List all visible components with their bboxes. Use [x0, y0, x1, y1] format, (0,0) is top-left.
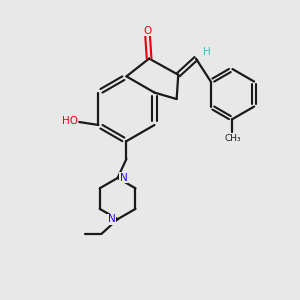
- Text: H: H: [203, 47, 211, 57]
- Text: N: N: [120, 173, 128, 183]
- Text: N: N: [108, 214, 116, 224]
- Text: O: O: [143, 26, 152, 36]
- Text: CH₃: CH₃: [224, 134, 241, 143]
- Text: HO: HO: [62, 116, 78, 126]
